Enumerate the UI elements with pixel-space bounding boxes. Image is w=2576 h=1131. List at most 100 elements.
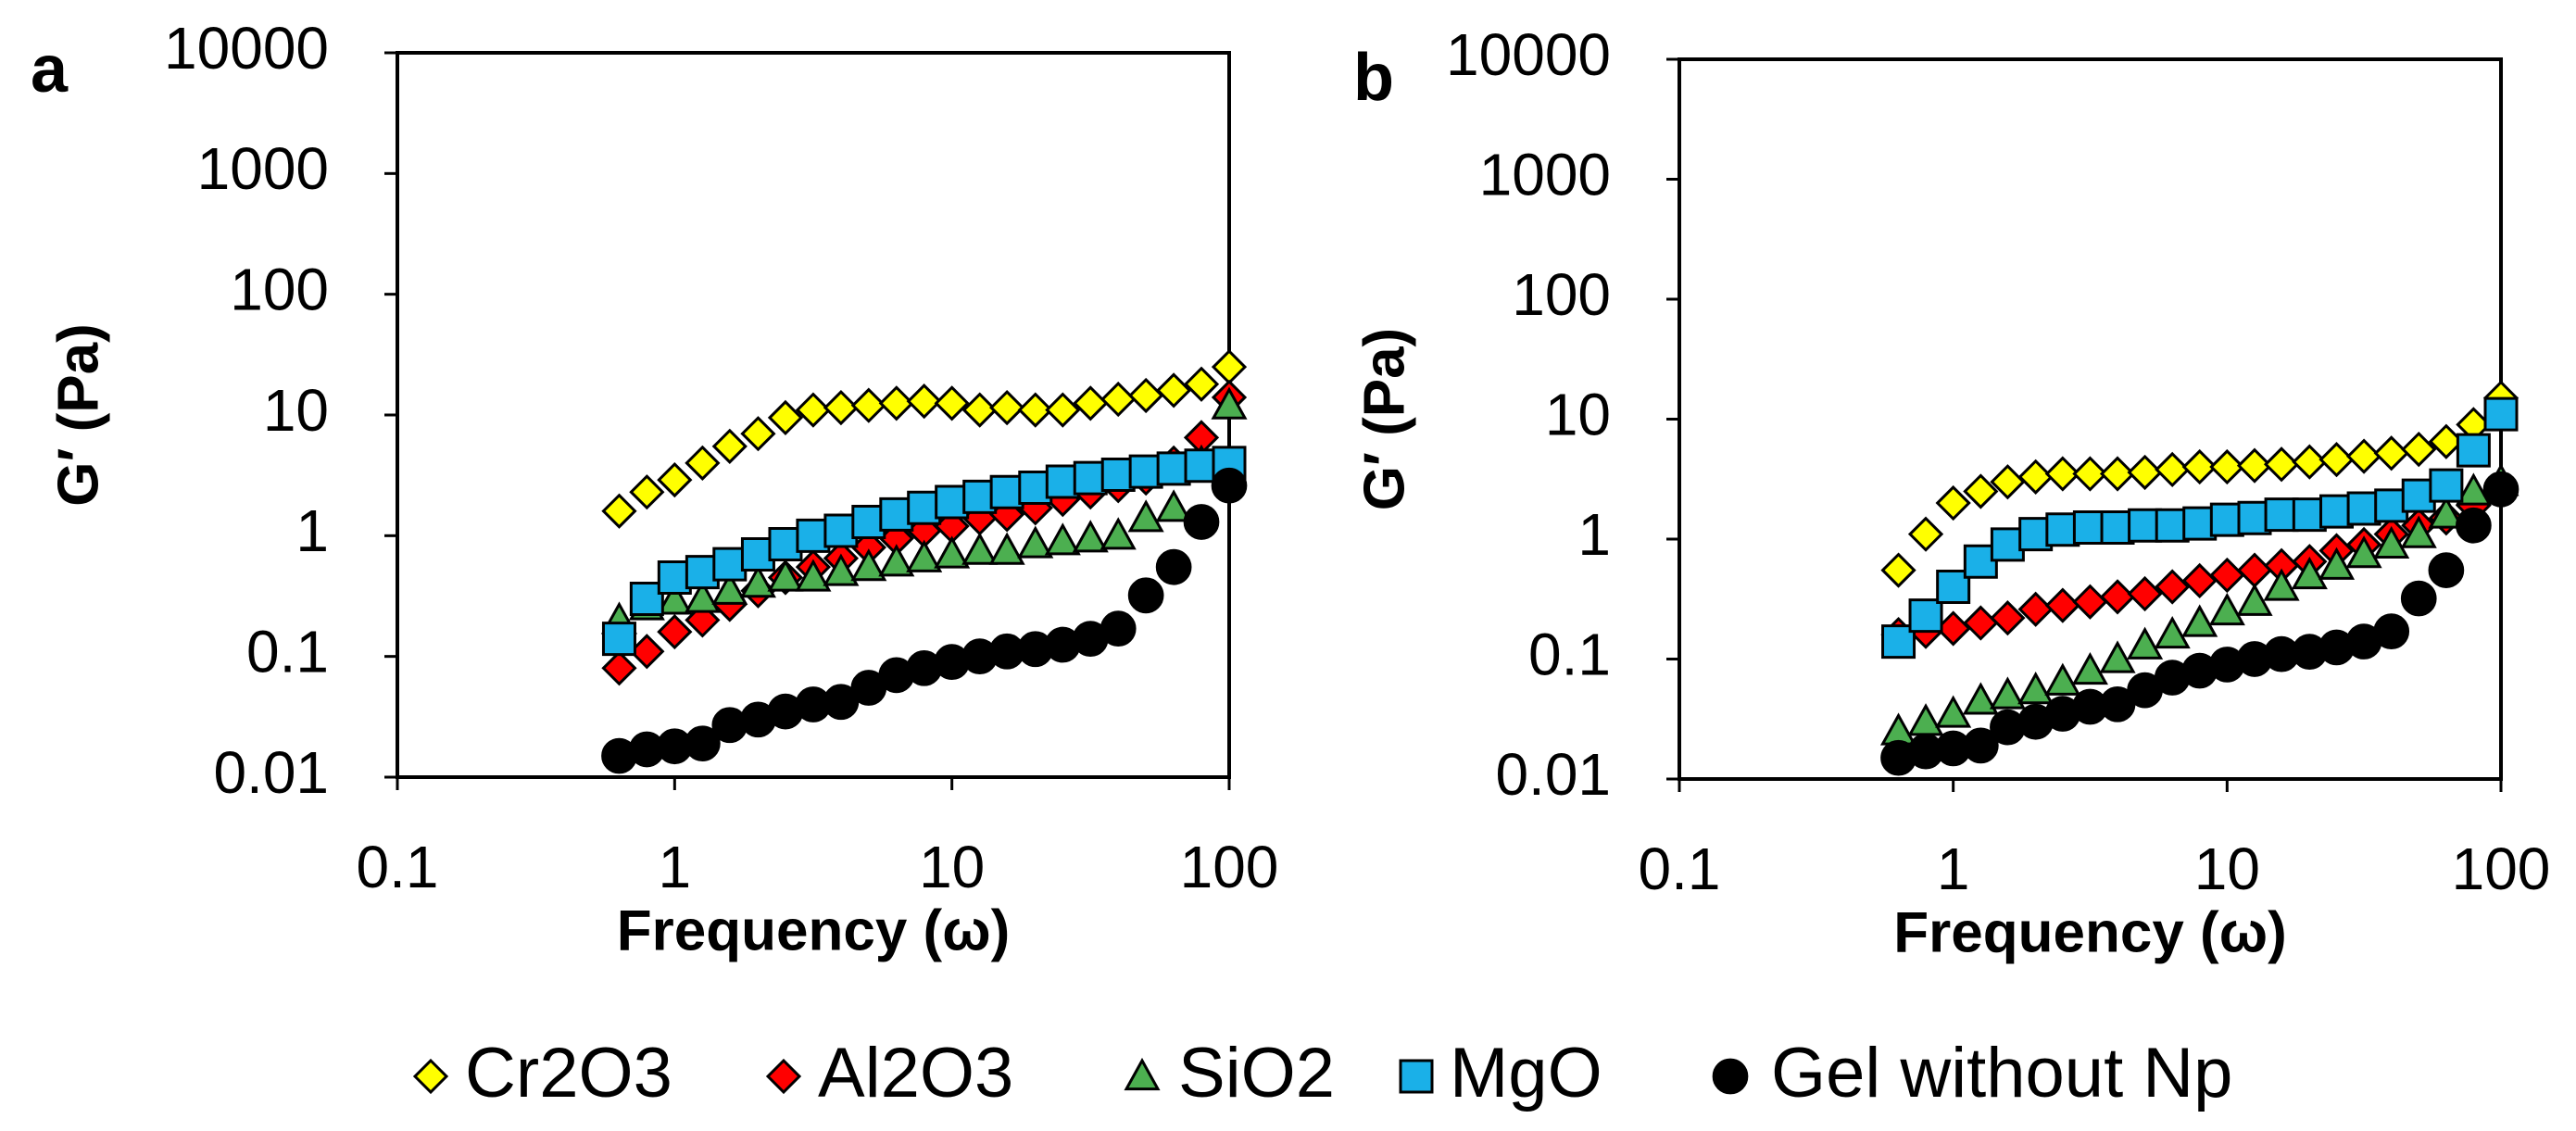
- marker: [2044, 587, 2080, 623]
- marker: [1156, 451, 1191, 486]
- marker: [2400, 580, 2437, 617]
- y-tick-label: 1000: [1479, 141, 1611, 207]
- marker: [2373, 525, 2410, 559]
- marker: [1073, 460, 1108, 496]
- marker: [1963, 605, 1999, 641]
- marker: [1183, 366, 1220, 402]
- legend-label: Al2O3: [818, 1034, 1013, 1112]
- marker: [2155, 508, 2190, 543]
- marker: [2455, 472, 2492, 506]
- marker: [684, 580, 721, 613]
- marker: [711, 428, 748, 464]
- marker: [1936, 570, 1971, 605]
- marker: [2237, 500, 2272, 535]
- marker: [657, 461, 693, 498]
- marker: [1045, 464, 1080, 499]
- x-tick-label: 1: [1937, 836, 1970, 902]
- marker: [2345, 535, 2382, 569]
- marker: [823, 553, 860, 586]
- marker: [601, 622, 636, 657]
- marker: [961, 392, 998, 428]
- marker: [1879, 712, 1917, 746]
- marker: [851, 504, 886, 539]
- marker: [2044, 456, 2080, 492]
- marker: [2346, 491, 2381, 526]
- y-tick-label: 10: [1545, 381, 1611, 447]
- marker: [1211, 349, 1248, 385]
- x-tick-label: 100: [1180, 834, 1279, 900]
- y-tick-label: 1000: [197, 135, 329, 202]
- y-tick-label: 10000: [1446, 21, 1611, 88]
- marker: [2155, 569, 2191, 605]
- marker: [685, 725, 721, 762]
- x-axis-title: Frequency (ω): [1893, 900, 2286, 964]
- marker: [1183, 504, 1220, 540]
- marker: [2154, 615, 2191, 649]
- marker: [796, 518, 831, 553]
- marker: [2456, 507, 2492, 544]
- marker: [2401, 478, 2436, 513]
- marker: [823, 684, 860, 721]
- y-tick-label: 0.01: [213, 739, 329, 806]
- marker: [1211, 386, 1248, 420]
- marker: [878, 385, 914, 421]
- marker: [934, 535, 971, 569]
- marker: [2127, 575, 2163, 612]
- marker: [2208, 592, 2245, 626]
- marker: [2292, 444, 2328, 480]
- marker: [1017, 525, 1054, 559]
- marker: [2072, 584, 2108, 620]
- marker: [961, 532, 999, 565]
- marker: [2209, 502, 2244, 537]
- y-tick-label: 10: [263, 377, 329, 444]
- marker: [1018, 470, 1053, 505]
- y-axis-title: G′ (Pa): [46, 323, 110, 506]
- marker: [2456, 433, 2491, 468]
- legend-marker: [765, 1058, 802, 1095]
- marker: [711, 572, 748, 605]
- marker: [2127, 454, 2163, 491]
- marker: [1100, 457, 1136, 492]
- marker: [2292, 497, 2327, 533]
- marker: [2181, 562, 2218, 599]
- marker: [601, 493, 637, 529]
- marker: [1100, 381, 1137, 418]
- panel-label: b: [1353, 41, 1394, 115]
- marker: [935, 484, 970, 520]
- marker: [2209, 557, 2245, 594]
- marker: [740, 537, 775, 572]
- marker: [1880, 552, 1916, 588]
- marker: [1935, 484, 1971, 522]
- marker: [934, 385, 970, 421]
- marker: [850, 548, 887, 582]
- marker: [2236, 583, 2273, 616]
- x-tick-label: 0.1: [357, 834, 439, 900]
- y-tick-label: 100: [1512, 261, 1611, 328]
- marker: [685, 555, 720, 590]
- marker: [2181, 448, 2218, 485]
- marker: [2236, 447, 2273, 484]
- y-tick-label: 10000: [164, 15, 329, 82]
- marker: [1073, 385, 1109, 421]
- y-tick-label: 0.1: [1528, 621, 1611, 687]
- marker: [906, 539, 943, 572]
- x-tick-label: 100: [2452, 836, 2551, 902]
- marker: [657, 560, 692, 596]
- marker: [2291, 556, 2328, 590]
- marker: [1962, 727, 1999, 764]
- marker: [906, 383, 942, 420]
- marker: [1989, 676, 2026, 710]
- marker: [1155, 548, 1192, 585]
- marker: [2044, 662, 2081, 696]
- marker: [629, 474, 665, 510]
- marker: [2127, 626, 2164, 660]
- y-tick-label: 1: [1577, 501, 1611, 568]
- marker: [1963, 473, 1999, 509]
- marker: [2263, 568, 2300, 601]
- marker: [739, 565, 776, 598]
- marker: [2071, 651, 2108, 685]
- marker: [2482, 471, 2519, 508]
- marker: [2182, 506, 2218, 541]
- marker: [1127, 577, 1164, 614]
